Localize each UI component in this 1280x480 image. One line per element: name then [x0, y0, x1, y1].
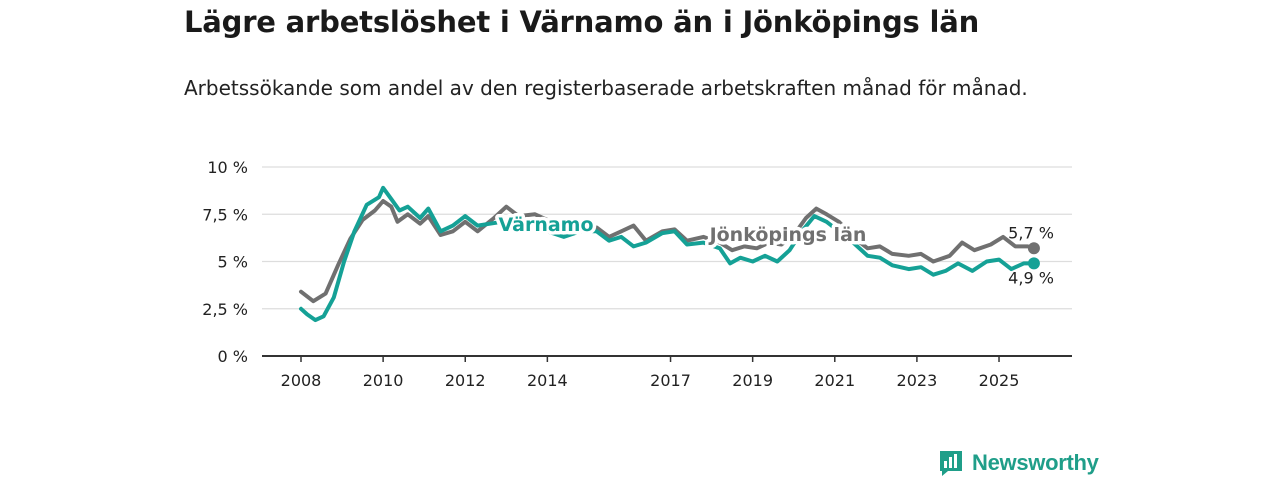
x-tick-label: 2017 [650, 371, 691, 390]
series-name-label-jonkopings-lan: Jönköpings län [708, 224, 867, 246]
y-tick-label: 10 % [207, 158, 248, 177]
x-tick-label: 2014 [527, 371, 568, 390]
series-end-label: 4,9 % [1008, 268, 1054, 287]
x-tick-label: 2021 [814, 371, 855, 390]
x-tick-label: 2008 [281, 371, 322, 390]
newsworthy-logo-text: Newsworthy [972, 450, 1099, 475]
y-tick-label: 2,5 % [202, 300, 248, 319]
series-name-label-jonkopings-lan-halo: Jönköpings län [708, 224, 867, 246]
chart-subtitle: Arbetssökande som andel av den registerb… [184, 76, 1028, 100]
series-end-marker [1027, 257, 1040, 270]
newsworthy-logo: Newsworthy [938, 448, 1099, 478]
y-tick-label: 5 % [218, 253, 248, 272]
axes: 0 % 2,5 % 5 % 7,5 % 10 % 2008 2010 2012 2014 2017… [202, 158, 1072, 390]
series-line-jonkopings-lan [299, 199, 1036, 304]
series-line-varnamo [299, 185, 1036, 323]
y-tick-label: 7,5 % [202, 205, 248, 224]
x-tick-label: 2019 [732, 371, 773, 390]
series-end-label: 5,7 % [1008, 223, 1054, 242]
series-end-marker [1027, 242, 1040, 255]
x-tick-label: 2012 [445, 371, 486, 390]
series-name-label-varnamo-halo: Värnamo [498, 214, 593, 236]
x-tick-label: 2023 [897, 371, 938, 390]
x-tick-label: 2025 [979, 371, 1020, 390]
series-name-label-varnamo: Värnamo [498, 214, 593, 236]
chart-title: Lägre arbetslöshet i Värnamo än i Jönköp… [184, 5, 980, 39]
newsworthy-logo-icon [940, 451, 962, 476]
y-tick-label: 0 % [218, 347, 248, 366]
x-tick-label: 2010 [363, 371, 404, 390]
series-lines [299, 185, 1040, 323]
line-chart: 0 % 2,5 % 5 % 7,5 % 10 % 2008 2010 2012 2014 2017… [202, 158, 1072, 390]
